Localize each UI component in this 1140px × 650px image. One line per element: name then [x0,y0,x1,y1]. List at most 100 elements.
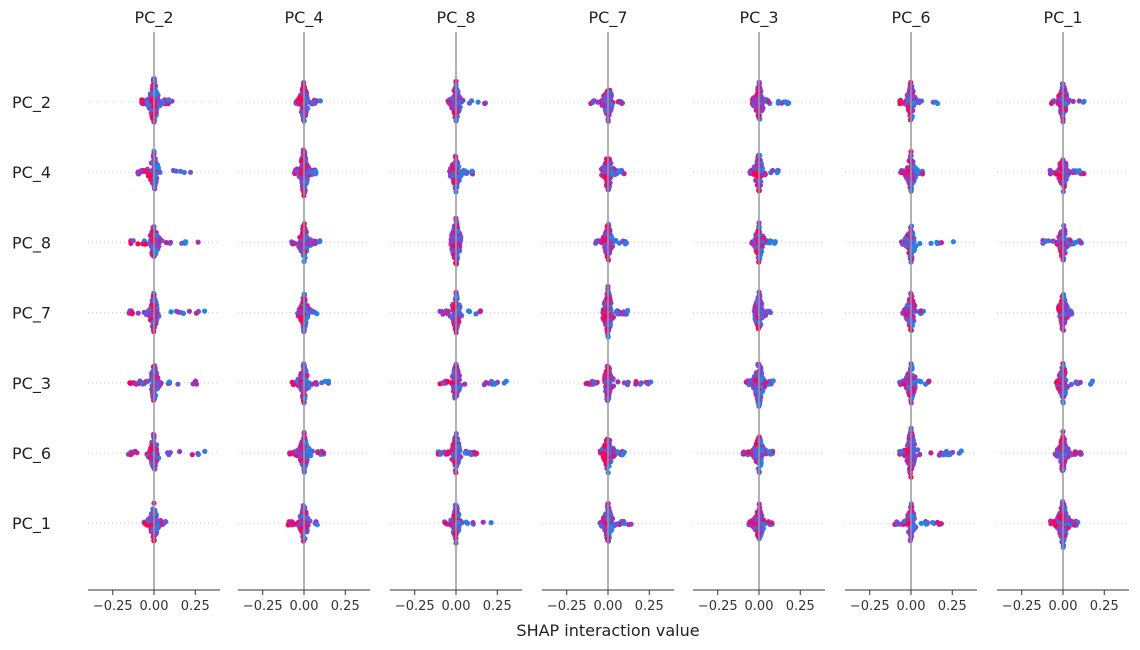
data-point [180,310,187,316]
data-point [592,379,598,386]
data-point [930,519,936,526]
data-point [299,305,305,311]
data-point [602,242,608,249]
data-point [314,381,320,387]
data-point [450,165,456,172]
data-point [455,371,461,377]
data-point [150,319,156,325]
data-point [170,167,176,174]
data-point [905,520,911,527]
data-point [288,450,294,456]
data-point [607,317,613,323]
data-point [602,372,608,378]
data-point [470,520,476,526]
data-point [1056,386,1062,392]
data-point [154,90,160,96]
data-point [766,308,772,314]
data-point [757,363,763,370]
data-point [759,529,765,535]
data-point [751,165,758,171]
data-point [456,177,462,183]
data-point [310,170,316,176]
data-point [302,296,308,302]
data-point [165,450,171,456]
data-point [129,451,135,457]
data-point [752,448,758,454]
data-point [1057,376,1063,383]
data-point [166,379,172,385]
data-point [461,170,467,176]
data-point [607,240,613,246]
data-point [291,240,297,246]
data-point [758,377,764,383]
data-point [465,308,472,314]
data-point [455,519,461,525]
data-point [462,381,468,387]
data-point [304,314,310,320]
data-point [905,458,911,464]
data-point [909,395,915,401]
data-point [611,453,617,459]
data-point [477,308,483,314]
data-point [905,372,911,378]
data-point [938,240,945,246]
data-point [608,93,614,99]
data-point [918,308,924,314]
data-point [458,237,464,243]
data-point [611,523,617,529]
data-point [601,443,608,449]
data-point [306,169,312,175]
data-point [897,521,903,527]
data-point [130,238,136,244]
data-point [750,96,757,102]
data-point [758,312,764,318]
data-point [1063,93,1069,99]
data-point [149,374,155,380]
data-point [144,99,150,105]
data-point [154,309,160,315]
data-point [923,521,929,527]
data-point [150,229,156,235]
data-point [1076,168,1082,174]
data-point [475,99,481,105]
data-point [292,167,298,173]
data-point [621,380,627,386]
data-point [450,239,456,245]
data-point [603,520,609,527]
data-point [905,168,912,174]
data-point [753,104,759,110]
data-point [309,308,315,314]
data-point [751,521,757,527]
data-point [202,448,208,454]
data-point [148,456,155,462]
data-point [437,308,443,314]
data-point [759,370,765,376]
data-point [1063,101,1069,107]
data-point [1057,161,1063,167]
data-point [482,100,488,107]
data-point [195,308,202,315]
data-point [455,311,462,317]
data-point [459,98,465,105]
data-point [166,97,172,103]
data-point [469,168,475,175]
data-point [488,520,494,526]
data-point [181,169,187,175]
data-point [194,381,200,387]
data-point [609,170,615,176]
data-point [606,463,612,469]
data-point [1043,238,1049,244]
data-point [900,241,907,247]
data-point [928,240,934,246]
data-point [463,519,469,525]
data-point [448,521,454,528]
data-point [1073,380,1079,386]
data-point [1061,368,1067,374]
data-point [600,98,606,104]
data-point [302,101,308,107]
data-point [609,234,615,241]
data-point [446,99,452,105]
data-point [456,241,462,247]
data-point [614,309,620,316]
data-point [317,98,323,104]
